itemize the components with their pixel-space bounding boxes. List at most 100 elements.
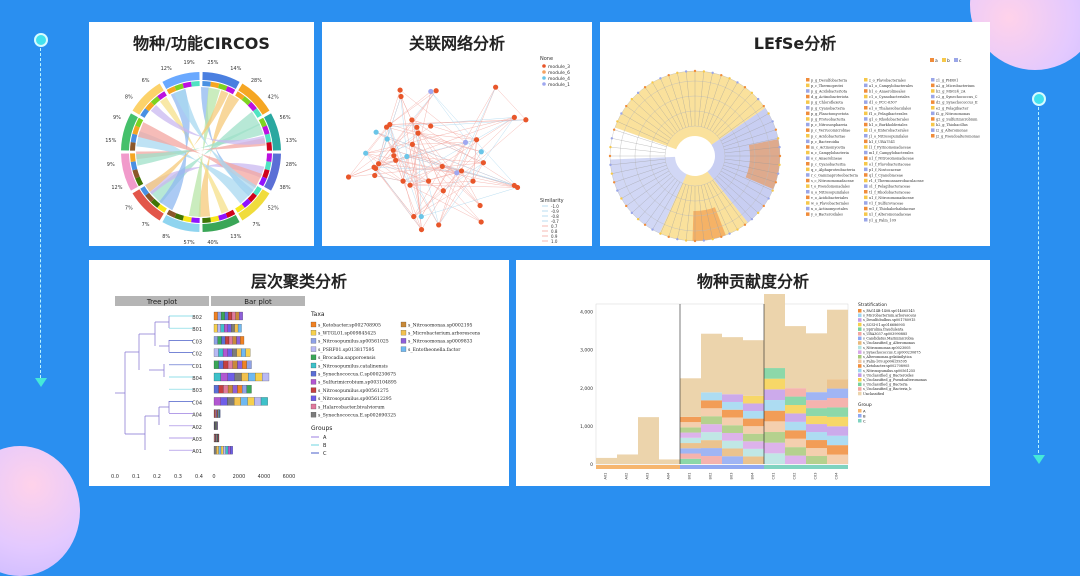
network-node <box>385 136 390 141</box>
contrib-y-tick: 4,000 <box>580 310 593 316</box>
panel-title: 层次聚类分析 <box>89 268 509 292</box>
lefse-legend-swatch <box>942 58 946 62</box>
bar-segment <box>219 410 220 418</box>
circos-percent-label: 12% <box>161 66 172 72</box>
lefse-taxon-label: d_g_Actinobacteriota <box>811 95 849 99</box>
groups-legend-label: B <box>323 443 327 449</box>
bar-segment <box>232 349 237 357</box>
network-node <box>374 130 379 135</box>
contrib-group-strip <box>680 465 701 469</box>
contrib-bar-segment <box>743 434 764 442</box>
bar-segment <box>214 324 217 332</box>
panel-title: LEfSe分析 <box>600 30 990 54</box>
circos-percent-label: 6% <box>142 78 150 84</box>
contrib-group-legend-swatch <box>858 419 862 423</box>
lefse-taxon-swatch <box>864 123 868 127</box>
circos-percent-label: 15% <box>105 138 116 144</box>
lefse-node <box>779 155 781 157</box>
circos-percent-label: 38% <box>280 185 291 191</box>
contrib-bar-segment <box>785 388 806 396</box>
tree-axis-tick: 0.2 <box>153 474 161 480</box>
network-edge <box>439 142 466 225</box>
circos-percent-label: 28% <box>251 78 262 84</box>
lefse-node <box>609 146 611 148</box>
lefse-taxon-swatch <box>806 162 810 166</box>
contrib-bar-segment <box>680 459 701 464</box>
contrib-x-tick: B04 <box>751 472 755 480</box>
lefse-taxon-label: s1_f_Pelagibacteraceae <box>869 185 910 189</box>
lefse-node <box>644 224 646 226</box>
lefse-node <box>767 197 769 199</box>
contrib-bar-segment <box>701 432 722 440</box>
lefse-node <box>631 212 633 214</box>
contrib-bar-segment <box>764 432 785 443</box>
lefse-taxon-swatch <box>864 162 868 166</box>
lefse-taxon-label: p_c_Bacteroidia <box>811 140 839 144</box>
network-legend-swatch <box>542 76 546 80</box>
contrib-legend-label: s_SCSI-01.sp016686905 <box>863 323 905 327</box>
lefse-node <box>609 155 611 157</box>
panel-title: 关联网络分析 <box>322 30 592 54</box>
lefse-taxon-swatch <box>806 212 810 216</box>
bar-segment <box>218 336 222 344</box>
bar-segment <box>237 349 242 357</box>
lefse-taxon-label: l1_f_Pyrinomonadaceae <box>869 146 911 150</box>
sample-label: B01 <box>192 327 202 333</box>
taxa-legend-swatch <box>311 330 316 335</box>
contrib-legend-swatch <box>858 318 862 322</box>
contrib-bar-unclassified <box>617 454 638 464</box>
lefse-taxon-swatch <box>864 95 868 99</box>
lefse-taxon-label: p_g_Proteobacteria <box>811 118 845 122</box>
contrib-legend-swatch <box>858 369 862 373</box>
bar-segment <box>262 373 269 381</box>
taxa-legend-swatch <box>311 396 316 401</box>
bar-segment <box>229 336 233 344</box>
taxa-legend-label: s_WTGL01.sp009845425 <box>318 331 376 337</box>
contrib-bar-segment <box>806 432 827 440</box>
lefse-taxon-swatch <box>864 168 868 172</box>
bar-axis-tick: 2000 <box>233 474 246 480</box>
lefse-taxon-label: d2_g_Synechococcus_E <box>936 101 978 105</box>
lefse-taxon-label: p_g_Desulfobacteria <box>811 78 847 82</box>
lefse-taxon-label: a2_g_Microbacterium <box>936 84 975 88</box>
contrib-bar-segment <box>827 398 848 407</box>
contrib-bar-segment <box>785 430 806 438</box>
lefse-taxon-swatch <box>864 190 868 194</box>
contrib-legend-label: s_Unclassified_g_Bacteria <box>863 383 908 387</box>
lefse-taxon-swatch <box>864 212 868 216</box>
groups-legend-title: Groups <box>311 425 332 432</box>
lefse-taxon-label: b2_g_MS024_2A <box>936 90 966 94</box>
contrib-legend-label: s_Palm-109.sp004159395 <box>863 360 907 364</box>
bar-segment <box>222 336 226 344</box>
contrib-group-legend-title: Group <box>858 402 872 408</box>
lefse-node <box>777 137 779 139</box>
bar-segment <box>254 397 261 405</box>
contrib-bar-segment <box>701 440 722 448</box>
bar-segment <box>228 373 235 381</box>
bar-segment <box>233 336 237 344</box>
taxa-legend-swatch <box>311 404 316 409</box>
contrib-bar-segment <box>806 400 827 408</box>
contrib-bar-segment <box>701 456 722 464</box>
bar-segment <box>228 324 231 332</box>
lefse-taxon-label: m_c_Actinomycetia <box>811 146 845 150</box>
lefse-legend-label: c <box>959 59 962 64</box>
network-node <box>419 214 424 219</box>
circos-subsegment <box>191 81 200 87</box>
contrib-bar-segment <box>764 400 785 411</box>
taxa-legend-label: s_Synechococcus.E.sp002690325 <box>318 413 396 419</box>
bar-segment <box>233 361 238 369</box>
bar-segment <box>239 312 243 320</box>
lefse-taxon-label: n_c_Campylobacteria <box>811 151 849 155</box>
taxa-legend-swatch <box>401 347 406 352</box>
network-edge <box>412 144 480 205</box>
lefse-taxon-label: p_c_Acidobacteriae <box>811 134 845 138</box>
taxa-legend-label: s_Microbacterium.arborescens <box>408 331 481 337</box>
contrib-legend-swatch <box>858 392 862 396</box>
circos-percent-label: 14% <box>230 66 241 72</box>
lefse-taxon-label: j2_g_Pseudoalteromonas <box>935 134 980 138</box>
lefse-node <box>637 218 639 220</box>
contrib-bar-segment <box>680 448 701 453</box>
taxa-legend-swatch <box>311 347 316 352</box>
bar-segment <box>241 349 246 357</box>
